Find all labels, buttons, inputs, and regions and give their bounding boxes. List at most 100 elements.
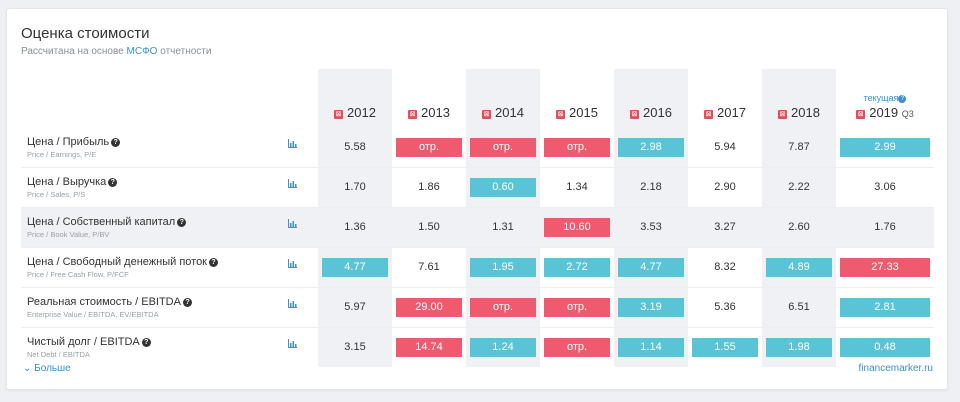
table-row: Чистый долг / EBITDA? Net Debt / EBITDA 3.… bbox=[21, 327, 934, 367]
value-cell: отр. bbox=[466, 128, 540, 168]
card-subtitle: Рассчитана на основе МСФО отчетности bbox=[21, 46, 212, 57]
table-row: Цена / Прибыль? Price / Earnings, P/E 5.58… bbox=[21, 128, 934, 168]
value-cell: 4.89 bbox=[762, 247, 836, 288]
value-cell: 29.00 bbox=[392, 287, 466, 328]
metric-subtitle: Price / Book Value, P/BV bbox=[27, 230, 110, 239]
metric-value: отр. bbox=[544, 298, 610, 317]
value-cell: 1.14 bbox=[614, 327, 688, 367]
metric-value: 3.06 bbox=[874, 181, 896, 193]
table-row: Реальная стоимость / EBITDA? Enterprise V… bbox=[21, 287, 934, 328]
year-header[interactable]: ⊠ 2017 bbox=[704, 105, 746, 120]
metric-name: Цена / Свободный денежный поток bbox=[27, 256, 207, 268]
pdf-icon: ⊠ bbox=[630, 110, 640, 119]
value-cell: отр. bbox=[540, 128, 614, 168]
metric-value: отр. bbox=[544, 338, 610, 357]
help-icon[interactable]: ? bbox=[111, 138, 121, 147]
year-header[interactable]: ⊠ 2016 bbox=[614, 69, 688, 128]
metric-subtitle: Net Debt / EBITDA bbox=[27, 350, 90, 359]
metric-value: 4.77 bbox=[322, 258, 388, 277]
value-cell: 5.36 bbox=[688, 287, 762, 328]
bar-chart-icon[interactable] bbox=[288, 178, 297, 191]
metric-value: 1.34 bbox=[566, 181, 588, 193]
metric-value: 5.97 bbox=[344, 301, 366, 313]
value-cell: 2.72 bbox=[540, 247, 614, 288]
metric-value: 0.48 bbox=[840, 338, 930, 357]
card-title: Оценка стоимости bbox=[21, 25, 150, 42]
value-cell: 5.94 bbox=[688, 128, 762, 168]
bar-chart-icon[interactable] bbox=[288, 258, 297, 271]
value-cell: 1.86 bbox=[392, 167, 466, 208]
metric-value: отр. bbox=[396, 138, 462, 157]
help-icon[interactable]: ? bbox=[898, 95, 907, 103]
value-cell: 6.51 bbox=[762, 287, 836, 328]
value-cell: 1.24 bbox=[466, 327, 540, 367]
help-icon[interactable]: ? bbox=[108, 178, 118, 187]
value-cell: 7.61 bbox=[392, 247, 466, 288]
metric-name: Цена / Собственный капитал bbox=[27, 216, 176, 228]
more-button[interactable]: ⌄ Больше bbox=[23, 363, 71, 374]
metric-value: 4.77 bbox=[618, 258, 684, 277]
year-header[interactable]: ⊠ 2018 bbox=[762, 69, 836, 128]
metric-value: 6.51 bbox=[788, 301, 810, 313]
value-cell: 1.55 bbox=[688, 327, 762, 367]
bar-chart-icon[interactable] bbox=[288, 298, 297, 311]
help-icon[interactable]: ? bbox=[182, 298, 192, 307]
value-cell: 10.60 bbox=[540, 207, 614, 248]
metric-value: 1.98 bbox=[766, 338, 832, 357]
value-cell: 1.95 bbox=[466, 247, 540, 288]
metric-name-cell: Реальная стоимость / EBITDA? Enterprise V… bbox=[21, 287, 288, 328]
value-cell: 7.87 bbox=[762, 128, 836, 168]
value-cell: 4.77 bbox=[614, 247, 688, 288]
metric-value: 7.87 bbox=[788, 141, 810, 153]
metric-value: 1.50 bbox=[418, 221, 440, 233]
help-icon[interactable]: ? bbox=[209, 258, 218, 267]
year-header[interactable]: ⊠ 2015 bbox=[556, 105, 598, 120]
value-cell: 2.98 bbox=[614, 128, 688, 168]
metric-value: 3.27 bbox=[714, 221, 736, 233]
help-icon[interactable]: ? bbox=[141, 338, 151, 347]
metric-name: Чистый долг / EBITDA bbox=[27, 336, 140, 348]
value-cell: 1.36 bbox=[318, 207, 392, 248]
metric-value: отр. bbox=[470, 298, 536, 317]
metric-subtitle: Price / Free Cash Flow, P/FCF bbox=[27, 270, 129, 279]
value-cell: 5.58 bbox=[318, 128, 392, 168]
value-cell: 0.60 bbox=[466, 167, 540, 208]
value-cell: 8.32 bbox=[688, 247, 762, 288]
help-icon[interactable]: ? bbox=[177, 218, 187, 227]
bar-chart-icon[interactable] bbox=[288, 138, 297, 151]
table-row: Цена / Свободный денежный поток? Price / … bbox=[21, 247, 934, 288]
chevron-down-icon: ⌄ bbox=[23, 363, 32, 374]
metric-value: 1.31 bbox=[492, 221, 514, 233]
pdf-icon: ⊠ bbox=[856, 110, 866, 119]
year-header[interactable]: ⊠ 2013 bbox=[408, 105, 450, 120]
metric-value: 2.18 bbox=[640, 181, 662, 193]
pdf-icon: ⊠ bbox=[408, 110, 418, 119]
metric-value: 1.95 bbox=[470, 258, 536, 277]
year-header[interactable]: ⊠ 2012 bbox=[318, 69, 392, 128]
value-cell: 2.22 bbox=[762, 167, 836, 208]
metric-value: отр. bbox=[544, 138, 610, 157]
metric-value: 1.76 bbox=[874, 221, 896, 233]
metric-value: 1.24 bbox=[470, 338, 536, 357]
metric-value: 2.98 bbox=[618, 138, 684, 157]
metric-value: 2.81 bbox=[840, 298, 930, 317]
bar-chart-icon[interactable] bbox=[288, 218, 297, 231]
metric-value: отр. bbox=[470, 138, 536, 157]
value-cell: 27.33 bbox=[836, 247, 934, 288]
value-cell: 1.34 bbox=[540, 167, 614, 208]
year-header-current[interactable]: текущая? ⊠ 2019 Q3 bbox=[836, 69, 934, 128]
value-cell: 3.06 bbox=[836, 167, 934, 208]
metric-value: 1.86 bbox=[418, 181, 440, 193]
value-cell: 1.70 bbox=[318, 167, 392, 208]
pdf-icon: ⊠ bbox=[482, 110, 492, 119]
bar-chart-icon[interactable] bbox=[288, 338, 297, 351]
metric-subtitle: Price / Sales, P/S bbox=[27, 190, 86, 199]
year-header[interactable]: ⊠ 2014 bbox=[466, 69, 540, 128]
table-row: Цена / Выручка? Price / Sales, P/S 1.70 1.8… bbox=[21, 167, 934, 208]
brand-link[interactable]: financemarker.ru bbox=[858, 363, 933, 374]
ifrs-link[interactable]: МСФО bbox=[126, 46, 158, 57]
valuation-card: Оценка стоимости Рассчитана на основе МС… bbox=[6, 8, 948, 390]
pdf-icon: ⊠ bbox=[704, 110, 714, 119]
value-cell: 3.15 bbox=[318, 327, 392, 367]
metric-name-cell: Чистый долг / EBITDA? Net Debt / EBITDA bbox=[21, 327, 288, 367]
